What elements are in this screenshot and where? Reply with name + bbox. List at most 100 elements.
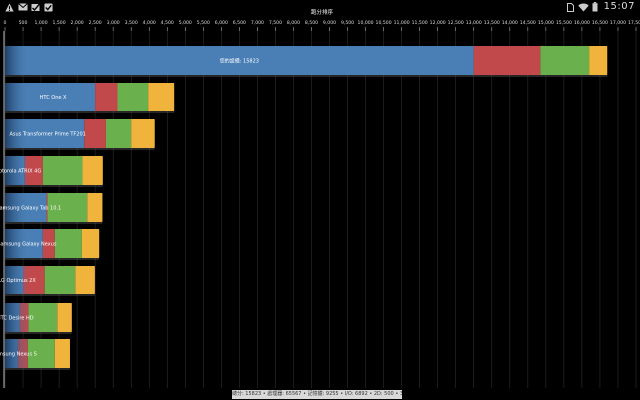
bar-shade [5,156,29,185]
x-tick-label: 6,000 [215,20,228,26]
x-tick-label: 15,500 [556,20,572,26]
x-tick-label: 15,000 [538,20,554,26]
device-label: HTC One X [40,95,67,101]
x-tick-label: 2,500 [89,20,102,26]
bar-shade [5,303,29,332]
bar-cap [99,193,103,222]
bar-segment [84,119,106,148]
x-tick-label: 4,000 [143,20,156,26]
bar-segment [46,193,48,222]
bar-segment [81,229,100,258]
x-tick-label: 4,500 [161,20,174,26]
bar-segment [589,46,608,75]
x-tick-label: 13,500 [484,20,500,26]
x-tick-label: 16,000 [574,20,590,26]
bar-shade [5,229,29,258]
bar-segment [42,229,55,258]
bar-segment [24,156,43,185]
x-tick-label: 12,500 [448,20,464,26]
bar-segment [117,83,149,111]
x-axis: 0 500 1,000 1,500 2,000 2,500 3,000 3,500 4,000 4… [4,20,640,31]
device-bar: Samsung Galaxy Nexus [0,229,100,260]
x-tick-label: 2,000 [71,20,84,26]
device-label: Samsung Galaxy Nexus [0,242,57,248]
score-summary: 總分: 15823 • 處理器: 65567 • 記憶體: 9255 • I/O… [232,390,402,399]
device-bar: Samsung Nexus S [0,339,70,370]
x-tick-label: 12,000 [430,20,446,26]
mail-icon[interactable] [18,2,28,12]
x-tick-label: 8,500 [305,20,318,26]
bar-segment [473,46,541,75]
device-label: HTC Desire HD [0,316,34,322]
device-bar: Asus Transformer Prime TF201 [5,119,155,150]
device-bar: 您的設備: 15823 [5,46,608,77]
x-tick-label: 9,000 [323,20,336,26]
x-tick-label: 6,500 [233,20,246,26]
bar-shade [5,83,29,111]
bar-segment [95,83,118,111]
x-tick-label: 17,500 [628,20,640,26]
bar-segment [57,303,72,332]
x-tick-label: 16,500 [592,20,608,26]
warning-icon[interactable] [5,2,14,12]
bar-segment [42,156,83,185]
device-label: Samsung Galaxy Tab 10.1 [0,206,61,212]
x-tick-label: 0 [4,20,7,26]
bar-shade [5,46,29,75]
x-tick-label: 7,500 [269,20,282,26]
bar-segment [87,193,103,222]
device-label: 您的設備: 15823 [220,58,259,65]
device-bar: HTC Desire HD [0,303,72,334]
x-tick-label: 8,000 [287,20,300,26]
bar-segment [5,46,474,75]
bar-segment [105,119,132,148]
device-bar: Motorola ATRIX 4G [0,156,103,187]
x-tick-label: 9,500 [341,20,354,26]
wifi-icon [578,2,589,12]
bar-shade [5,266,29,294]
battery-icon [592,2,598,12]
bar-shade [5,193,29,222]
x-tick-label: 11,000 [394,20,410,26]
bar-segment [28,303,58,332]
x-tick-label: 3,000 [107,20,120,26]
device-bar: LG Optimus 2X [0,266,95,296]
mail-check-icon[interactable] [31,2,41,12]
bar-segment [27,339,55,368]
check-box-icon[interactable] [43,2,53,12]
bar-segment [540,46,590,75]
x-tick-label: 500 [19,20,28,26]
bar-cap [68,303,72,332]
x-tick-label: 14,500 [520,20,536,26]
x-tick-label: 10,500 [376,20,392,26]
device-bar: Samsung Galaxy Tab 10.1 [0,193,103,224]
bar-segment [131,119,155,148]
x-tick-label: 10,000 [358,20,374,26]
bar-cap [96,229,100,258]
sim-card-icon [566,2,574,12]
bar-cap [171,83,175,111]
bar-segment [44,266,76,294]
bar-segment [82,156,103,185]
x-tick-label: 1,500 [53,20,66,26]
device-label: Asus Transformer Prime TF201 [9,132,85,138]
x-tick-label: 3,500 [125,20,138,26]
x-tick-label: 1,000 [34,20,47,26]
bar-cap [604,46,608,75]
x-tick-label: 5,500 [197,20,210,26]
device-label: Samsung Nexus S [0,352,37,358]
clock: 15:07 [603,1,635,12]
bar-segment [47,193,88,222]
bar-segment [54,229,82,258]
bar-cap [99,156,103,185]
status-bar: 15:07 [0,0,640,14]
bar-segment [148,83,175,111]
device-label: LG Optimus 2X [0,278,36,284]
x-tick-label: 17,000 [610,20,626,26]
device-bar: HTC One X [5,83,175,113]
bar-shade [5,119,29,148]
bar-segment [54,339,70,368]
bar-cap [91,266,95,294]
x-tick-label: 7,000 [251,20,264,26]
